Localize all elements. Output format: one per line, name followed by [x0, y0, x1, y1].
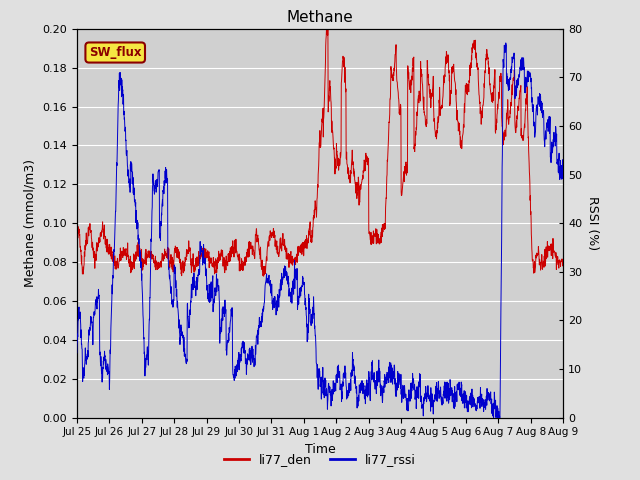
Y-axis label: RSSI (%): RSSI (%)	[586, 196, 599, 250]
Text: SW_flux: SW_flux	[89, 46, 141, 59]
X-axis label: Time: Time	[305, 443, 335, 456]
Legend: li77_den, li77_rssi: li77_den, li77_rssi	[219, 448, 421, 471]
Text: Methane: Methane	[287, 10, 353, 24]
Y-axis label: Methane (mmol/m3): Methane (mmol/m3)	[24, 159, 36, 287]
